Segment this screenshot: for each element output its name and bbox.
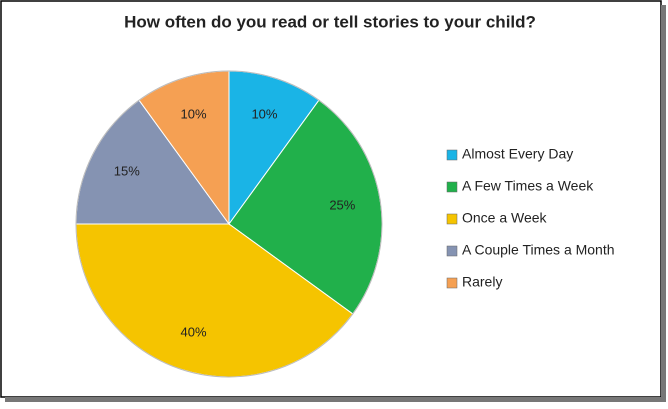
chart-title: How often do you read or tell stories to… [124,12,536,31]
legend-label: Rarely [462,274,502,290]
legend-label: Once a Week [462,210,548,226]
legend-label: A Few Times a Week [462,178,594,194]
value-label: 15% [114,163,140,178]
value-label: 10% [251,106,277,121]
pie-outline [75,70,383,378]
frame-shadow [5,397,666,402]
value-label: 10% [181,106,207,121]
legend-swatch [446,213,458,225]
value-label: 25% [329,197,355,212]
legend-label: A Couple Times a Month [462,242,615,258]
legend-label: Almost Every Day [462,146,573,162]
value-label: 40% [181,325,207,340]
frame-shadow [661,5,666,400]
legend-swatch [446,277,458,289]
legend-swatch [446,149,458,161]
legend-swatch [446,245,458,257]
legend-swatch [446,181,458,193]
